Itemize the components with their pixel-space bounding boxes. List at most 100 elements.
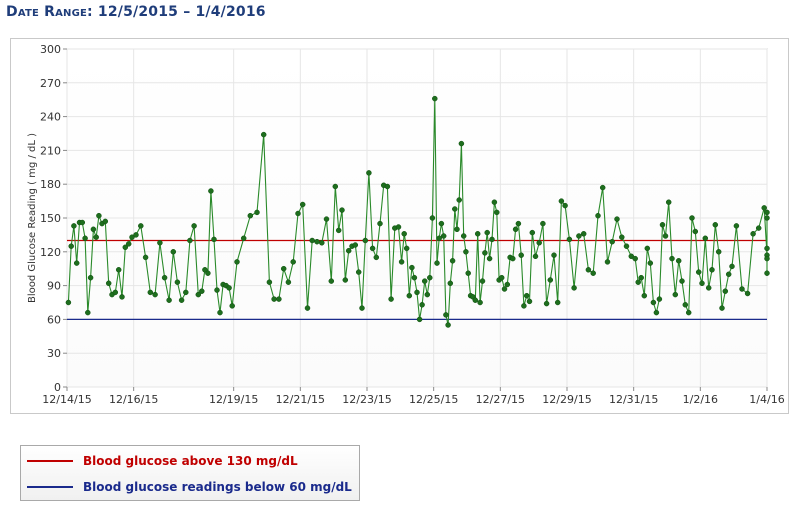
glucose-data-point <box>85 309 91 316</box>
date-range-label: Date Range: 12/5/2015 – 1/4/2016 <box>6 4 266 20</box>
glucose-data-point <box>377 220 383 227</box>
glucose-data-point <box>458 140 465 147</box>
y-tick-label: 300 <box>40 43 61 56</box>
y-tick-label: 30 <box>47 347 61 360</box>
glucose-data-point <box>725 271 732 278</box>
y-axis-label: Blood Glucose Reading ( mg / dL ) <box>27 133 38 303</box>
glucose-data-point <box>764 215 770 221</box>
glucose-data-point <box>373 254 380 261</box>
glucose-data-point <box>571 285 577 291</box>
glucose-data-point <box>662 233 669 239</box>
glucose-data-point <box>342 277 349 283</box>
glucose-data-point <box>653 309 660 316</box>
glucose-data-point <box>609 238 615 245</box>
glucose-data-point <box>398 259 405 265</box>
glucose-data-point <box>105 280 112 287</box>
glucose-data-point <box>290 259 296 265</box>
glucose-data-point <box>362 237 369 244</box>
glucose-data-point <box>432 95 438 102</box>
glucose-data-point <box>489 236 495 243</box>
glucose-data-point <box>665 199 672 205</box>
glucose-data-point <box>82 235 88 242</box>
glucose-data-point <box>309 237 315 244</box>
x-tick-label: 12/25/15 <box>409 393 458 406</box>
glucose-data-point <box>477 299 483 306</box>
glucose-data-point <box>595 212 601 219</box>
glucose-data-point <box>178 297 185 303</box>
glucose-data-point <box>614 216 620 222</box>
glucose-data-point <box>93 234 99 240</box>
glucose-data-point <box>434 260 440 266</box>
glucose-data-point <box>355 269 362 275</box>
glucose-data-point <box>187 237 193 244</box>
glucose-data-point <box>403 245 410 252</box>
glucose-data-point <box>414 289 420 296</box>
glucose-data-point <box>352 242 359 248</box>
glucose-data-point <box>87 274 94 281</box>
glucose-data-point <box>65 299 72 306</box>
glucose-data-point <box>566 236 573 243</box>
glucose-data-point <box>260 131 267 138</box>
legend-label-high: Blood glucose above 130 mg/dL <box>83 454 298 468</box>
glucose-data-point <box>635 279 641 285</box>
glucose-data-point <box>672 291 679 298</box>
y-tick-label: 240 <box>40 111 61 124</box>
glucose-data-point <box>463 249 469 255</box>
glucose-data-point <box>90 226 97 233</box>
glucose-data-point <box>276 296 282 302</box>
glucose-data-point <box>536 240 542 246</box>
glucose-data-point <box>722 288 729 294</box>
glucose-data-point <box>719 305 725 311</box>
glucose-data-point <box>644 245 651 252</box>
glucose-data-point <box>280 265 287 272</box>
glucose-data-point <box>427 274 433 281</box>
glucose-data-point <box>498 274 505 281</box>
glucose-data-point <box>562 202 568 209</box>
glucose-data-point <box>679 278 685 284</box>
glucose-data-point <box>73 260 80 266</box>
glucose-data-point <box>229 303 235 309</box>
legend-swatch-low <box>27 486 73 488</box>
glucose-data-point <box>438 220 445 227</box>
glucose-data-point <box>576 233 582 239</box>
glucose-data-point <box>647 260 654 266</box>
glucose-data-point <box>764 209 770 216</box>
glucose-data-point <box>702 235 709 242</box>
glucose-data-point <box>429 215 436 221</box>
glucose-data-point <box>295 210 301 217</box>
x-tick-label: 1/2/16 <box>683 393 718 406</box>
glucose-data-point <box>68 243 74 249</box>
glucose-data-point <box>452 206 458 212</box>
y-tick-label: 180 <box>40 178 61 191</box>
glucose-data-point <box>211 236 217 243</box>
glucose-data-point <box>619 234 625 240</box>
y-tick-label: 60 <box>47 313 61 326</box>
glucose-data-point <box>659 222 666 228</box>
glucose-data-point <box>440 233 447 239</box>
glucose-data-point <box>695 269 702 275</box>
glucose-data-point <box>266 279 273 285</box>
glucose-data-point <box>669 255 675 262</box>
glucose-data-point <box>395 224 402 230</box>
glucose-data-point <box>705 285 712 291</box>
glucose-data-point <box>115 267 122 273</box>
glucose-data-point <box>532 253 539 260</box>
glucose-data-point <box>733 223 740 229</box>
glucose-data-point <box>152 291 158 298</box>
glucose-data-point <box>406 292 413 299</box>
glucose-data-point <box>240 235 247 242</box>
glucose-data-point <box>456 197 462 203</box>
glucose-data-point <box>523 292 530 299</box>
glucose-data-point <box>599 184 606 191</box>
glucose-data-point <box>409 264 415 271</box>
glucose-data-point <box>515 220 522 227</box>
glucose-data-point <box>510 255 516 262</box>
glucose-data-point <box>472 297 479 303</box>
glucose-data-point <box>486 255 493 262</box>
glucose-data-point <box>491 199 498 205</box>
glucose-data-point <box>366 170 372 176</box>
glucose-line-chart: 0 30 60 90 120 150 180 210 240 270 300 12/14/15 12/1… <box>27 43 785 406</box>
glucose-data-point <box>304 305 311 311</box>
y-tick-label: 210 <box>40 144 61 157</box>
glucose-data-point <box>449 258 456 264</box>
